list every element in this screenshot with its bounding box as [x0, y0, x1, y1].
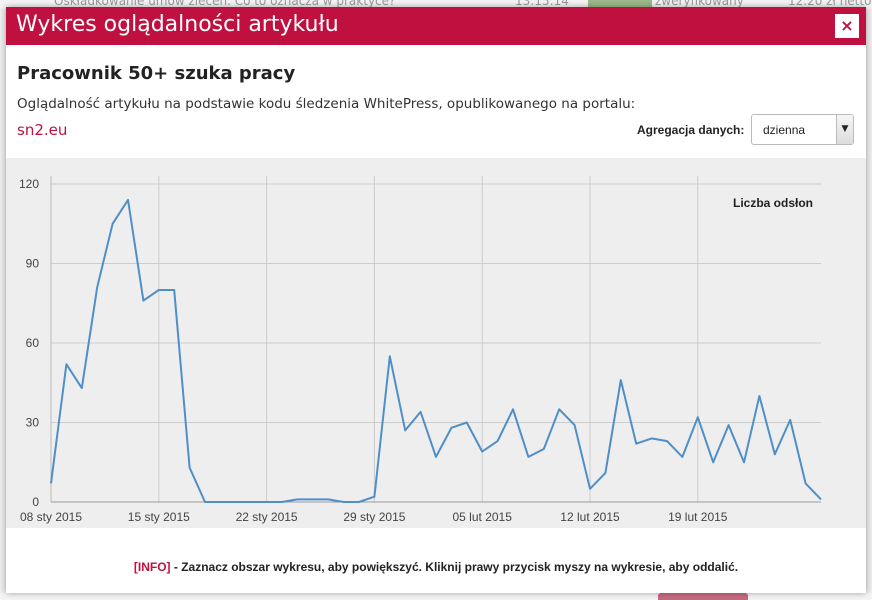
data-point [497, 440, 499, 442]
data-point [266, 501, 268, 503]
data-point [774, 453, 776, 455]
data-point [358, 501, 360, 503]
data-point [697, 416, 699, 418]
x-tick-label: 05 lut 2015 [453, 510, 513, 524]
data-point [343, 501, 345, 503]
data-point [250, 501, 252, 503]
aggregation-label: Agregacja danych: [637, 123, 745, 137]
data-point [96, 286, 98, 288]
x-tick-label: 22 sty 2015 [236, 510, 298, 524]
y-tick-label: 30 [26, 416, 40, 430]
background-time: 13:15:14 [515, 0, 569, 8]
data-point [389, 355, 391, 357]
data-point [420, 411, 422, 413]
data-point [466, 422, 468, 424]
data-point [589, 488, 591, 490]
chevron-down-icon[interactable]: ▼ [836, 115, 853, 144]
legend-label: Liczba odsłon [733, 196, 813, 210]
data-point [65, 363, 67, 365]
data-point [574, 424, 576, 426]
data-point [635, 443, 637, 445]
x-tick-label: 15 sty 2015 [128, 510, 190, 524]
data-point [728, 424, 730, 426]
data-point [50, 482, 52, 484]
data-point [681, 456, 683, 458]
data-point [312, 498, 314, 500]
data-point [512, 408, 514, 410]
background-top-strip: Oskładkowanie umów zleceń. Co to oznacza… [0, 0, 872, 9]
article-title: Pracownik 50+ szuka pracy [17, 63, 296, 84]
y-tick-label: 90 [26, 257, 40, 271]
background-price: 12.20 zł netto [788, 0, 872, 8]
data-point [127, 199, 129, 201]
data-point [404, 429, 406, 431]
info-tag: [INFO] [133, 560, 171, 574]
data-point [204, 501, 206, 503]
data-point [296, 498, 298, 500]
data-point [142, 300, 144, 302]
data-point [219, 501, 221, 503]
close-button[interactable]: × [835, 14, 859, 38]
data-point [481, 451, 483, 453]
data-point [805, 482, 807, 484]
series-line-liczba-odslon [50, 198, 822, 503]
data-point [820, 498, 822, 500]
data-point [558, 408, 560, 410]
data-point [651, 437, 653, 439]
data-point [158, 289, 160, 291]
modal-header: Wykres oglądalności artykułu × [6, 7, 866, 45]
y-tick-label: 60 [26, 336, 40, 350]
info-text: - Zaznacz obszar wykresu, aby powiększyć… [170, 560, 739, 574]
background-status: zweryfikowany [655, 0, 744, 8]
y-tick-label: 0 [32, 495, 39, 509]
data-point [789, 419, 791, 421]
views-line-chart[interactable]: 0 30 60 90 120 08 sty 2015 15 sty 2015 22 sty 2… [6, 158, 866, 528]
data-point [712, 461, 714, 463]
data-point [758, 395, 760, 397]
background-article-link: Oskładkowanie umów zleceń. Co to oznacza… [54, 0, 396, 8]
data-point [373, 496, 375, 498]
background-green-cell [588, 0, 652, 9]
data-point [620, 379, 622, 381]
data-point [435, 456, 437, 458]
chart-area[interactable]: 0 30 60 90 120 08 sty 2015 15 sty 2015 22 sty 2… [6, 158, 866, 528]
portal-link[interactable]: sn2.eu [17, 121, 68, 139]
aggregation-select[interactable]: dzienna ▼ [751, 114, 854, 145]
background-bottom-strip [0, 593, 872, 600]
modal-title: Wykres oglądalności artykułu [16, 12, 339, 37]
x-tick-label: 19 lut 2015 [668, 510, 728, 524]
data-point [235, 501, 237, 503]
x-tick-label: 29 sty 2015 [343, 510, 405, 524]
x-tick-label: 12 lut 2015 [560, 510, 620, 524]
background-button [658, 593, 748, 600]
data-point [81, 387, 83, 389]
data-point [604, 472, 606, 474]
article-description: Oglądalność artykułu na podstawie kodu ś… [17, 96, 636, 112]
data-point [527, 456, 529, 458]
data-point [450, 427, 452, 429]
aggregation-select-value: dzienna [763, 123, 806, 137]
info-line: [INFO] - Zaznacz obszar wykresu, aby pow… [6, 560, 866, 574]
data-point [666, 440, 668, 442]
y-tick-label: 120 [19, 177, 39, 191]
chart-modal: Wykres oglądalności artykułu × Pracownik… [6, 7, 866, 593]
data-point [173, 289, 175, 291]
data-point [743, 461, 745, 463]
data-point [189, 467, 191, 469]
data-point [112, 223, 114, 225]
x-tick-label: 08 sty 2015 [20, 510, 82, 524]
data-point [543, 448, 545, 450]
data-point [327, 498, 329, 500]
data-point [281, 501, 283, 503]
